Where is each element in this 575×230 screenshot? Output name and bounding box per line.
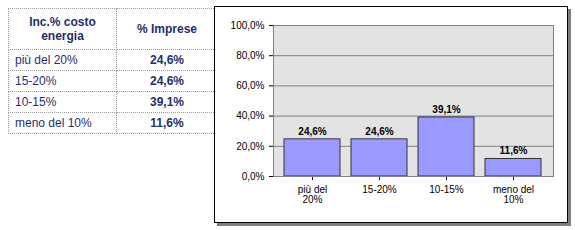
svg-text:11,6%: 11,6% bbox=[500, 145, 528, 156]
html-text:Inc.% costo energia: Inc.% costo energia bbox=[29, 15, 96, 43]
svg-text:24,6%: 24,6% bbox=[298, 126, 326, 137]
svg-text:15-20%: 15-20% bbox=[362, 184, 397, 195]
html-text:24,6%: 24,6% bbox=[150, 74, 184, 88]
html-text:39,1%: 39,1% bbox=[150, 95, 184, 109]
svg-text:più del20%: più del20% bbox=[298, 184, 327, 205]
html-text:% Imprese: % Imprese bbox=[137, 22, 197, 36]
svg-text:100,0%: 100,0% bbox=[231, 20, 265, 31]
svg-text:40,0%: 40,0% bbox=[236, 110, 264, 121]
html-text:meno del 10%: meno del 10% bbox=[15, 116, 92, 130]
html-text:più del 20%: più del 20% bbox=[15, 53, 78, 67]
svg-text:meno del10%: meno del10% bbox=[493, 184, 534, 205]
svg-text:39,1%: 39,1% bbox=[432, 104, 460, 115]
html-text:15-20%: 15-20% bbox=[15, 74, 57, 88]
html-text:11,6%: 11,6% bbox=[150, 116, 184, 130]
svg-text:24,6%: 24,6% bbox=[365, 126, 393, 137]
svg-text:80,0%: 80,0% bbox=[236, 50, 264, 61]
svg-text:60,0%: 60,0% bbox=[236, 80, 264, 91]
svg-text:10-15%: 10-15% bbox=[429, 184, 464, 195]
svg-text:20,0%: 20,0% bbox=[236, 141, 264, 152]
svg-text:0,0%: 0,0% bbox=[242, 171, 265, 182]
html-text:24,6%: 24,6% bbox=[150, 53, 184, 67]
html-text:10-15%: 10-15% bbox=[15, 95, 57, 109]
